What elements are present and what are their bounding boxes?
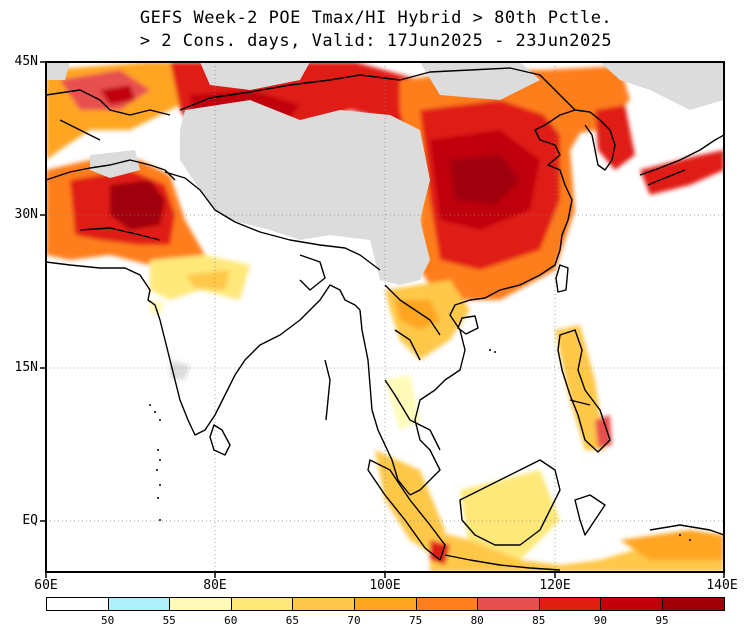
colorbar-label: 90 — [593, 614, 608, 627]
axis-ticks — [40, 61, 725, 578]
colorbar-box — [600, 597, 663, 611]
map-title-line2: > 2 Cons. days, Valid: 17Jun2025 - 23Jun… — [139, 31, 613, 51]
colorbar-label: 50 — [100, 614, 115, 627]
colorbar-box — [107, 597, 171, 611]
coastlines — [46, 67, 724, 571]
colorbar-label: 70 — [347, 614, 361, 627]
x-label-120e: 120E — [539, 578, 571, 593]
map-area — [46, 62, 724, 572]
y-label-eq: EQ — [22, 513, 38, 528]
map-grid — [46, 62, 724, 572]
x-label-100e: 100E — [369, 578, 401, 593]
colorbar-box — [292, 597, 355, 611]
colorbar-label: 95 — [655, 614, 669, 627]
colorbar-label: 65 — [285, 614, 300, 627]
islands — [149, 349, 691, 541]
colorbar-label: 85 — [532, 614, 546, 627]
colorbar-box — [230, 597, 294, 611]
y-label-15n: 15N — [14, 360, 38, 375]
colorbar-box — [538, 597, 602, 611]
x-label-140e: 140E — [706, 578, 738, 593]
map-title-line1: GEFS Week-2 POE Tmax/HI Hybrid > 80th Pc… — [139, 8, 613, 28]
colorbar-box — [354, 597, 417, 611]
colorbar-box — [477, 597, 540, 611]
colorbar-label: 80 — [470, 614, 484, 627]
colorbar-box — [415, 597, 479, 611]
x-label-80e: 80E — [203, 578, 227, 593]
x-label-60e: 60E — [34, 578, 58, 593]
colorbar-label: 75 — [408, 614, 423, 627]
colorbar-box — [169, 597, 232, 611]
y-label-30n: 30N — [14, 207, 38, 222]
y-label-45n: 45N — [14, 54, 38, 69]
colorbar-label: 55 — [162, 614, 176, 627]
heat-shading — [46, 62, 724, 572]
colorbar-box — [46, 597, 109, 611]
colorbar-box — [662, 597, 725, 611]
colorbar-label: 60 — [224, 614, 238, 627]
